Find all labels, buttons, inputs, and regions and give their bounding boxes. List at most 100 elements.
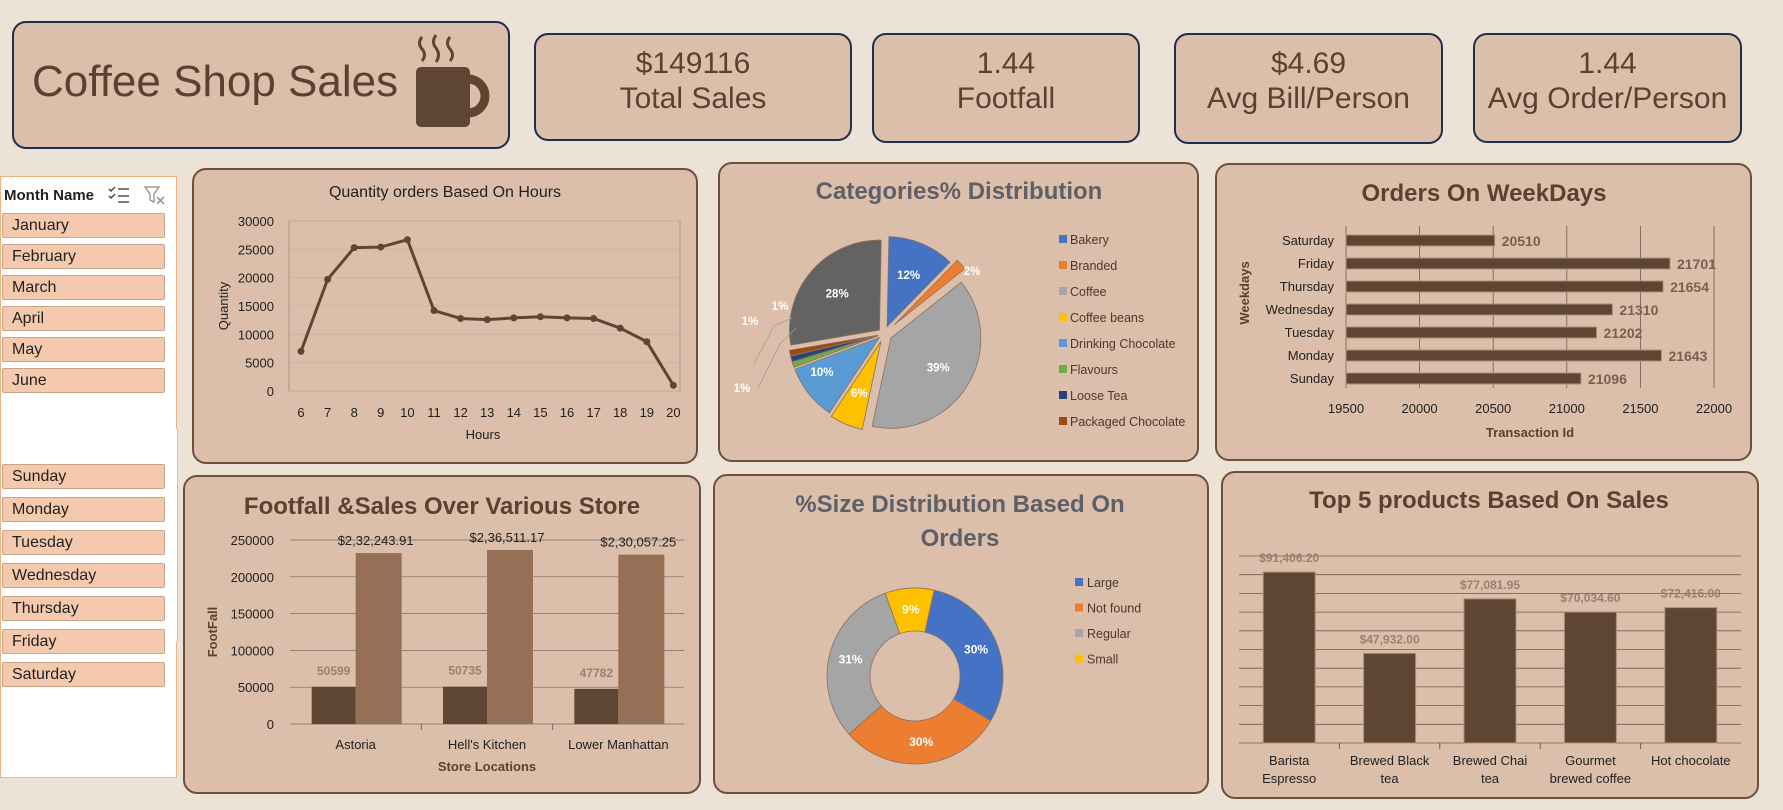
coffee-cup-icon bbox=[416, 34, 490, 127]
chart-title: Top 5 products Based On Sales bbox=[1309, 487, 1669, 514]
slicer-item[interactable]: Wednesday bbox=[2, 563, 165, 588]
chart-title: Categories% Distribution bbox=[816, 178, 1103, 205]
kpi-total-sales: $149116 Total Sales bbox=[534, 33, 852, 141]
legend-swatch bbox=[1075, 578, 1083, 586]
x-tick-label: 13 bbox=[480, 405, 494, 420]
bar bbox=[1563, 611, 1617, 744]
bar bbox=[618, 554, 665, 724]
x-tick-label: Gourmet bbox=[1565, 753, 1616, 768]
bar bbox=[1345, 303, 1613, 316]
multi-select-icon[interactable] bbox=[108, 185, 130, 205]
slice-label: 1% bbox=[734, 383, 751, 395]
data-point bbox=[403, 236, 411, 244]
pie-slice bbox=[789, 239, 882, 346]
bar bbox=[1345, 257, 1671, 270]
slicer-item[interactable]: May bbox=[2, 337, 165, 362]
slicer-item[interactable]: January bbox=[2, 213, 165, 238]
slicer-item[interactable]: Friday bbox=[2, 629, 165, 654]
y-tick-label: Tuesday bbox=[1285, 325, 1335, 340]
data-point bbox=[669, 381, 677, 389]
x-tick-label: 19500 bbox=[1328, 401, 1364, 416]
legend-swatch bbox=[1059, 261, 1067, 269]
slicer-item[interactable]: June bbox=[2, 368, 165, 393]
x-tick-label: 21500 bbox=[1622, 401, 1658, 416]
slicer-item[interactable]: Monday bbox=[2, 497, 165, 522]
slicer-item[interactable]: April bbox=[2, 306, 165, 331]
y-tick-label: 15000 bbox=[238, 299, 274, 314]
series-line bbox=[299, 237, 675, 387]
data-label: $2,36,511.17 bbox=[470, 530, 545, 545]
y-axis-label: FootFall bbox=[205, 607, 220, 658]
legend-item: Small bbox=[1087, 653, 1118, 667]
legend-item: Flavours bbox=[1070, 363, 1118, 377]
slice-label: 30% bbox=[909, 735, 933, 749]
bar bbox=[574, 688, 619, 724]
slice-label: 9% bbox=[902, 603, 920, 617]
kpi-avg-bill: $4.69 Avg Bill/Person bbox=[1174, 33, 1443, 144]
leader-line bbox=[753, 317, 793, 365]
legend-swatch bbox=[1059, 287, 1067, 295]
data-point bbox=[536, 313, 544, 321]
slice-label: 39% bbox=[927, 363, 950, 375]
x-axis-label: Hours bbox=[466, 427, 501, 442]
data-point bbox=[643, 338, 651, 346]
pie-slice bbox=[894, 259, 966, 325]
clear-filter-icon[interactable] bbox=[144, 185, 166, 205]
x-tick-label: 14 bbox=[507, 405, 521, 420]
y-axis-label: Weekdays bbox=[1237, 261, 1252, 324]
y-tick-label: 5000 bbox=[245, 356, 274, 371]
data-label: 21643 bbox=[1668, 348, 1707, 364]
legend-swatch bbox=[1075, 603, 1083, 612]
bar bbox=[487, 549, 533, 724]
data-label: $2,30,057.25 bbox=[600, 535, 676, 550]
y-tick-label: 20000 bbox=[238, 271, 274, 286]
legend-item: Loose Tea bbox=[1070, 389, 1128, 403]
kpi-value: 1.44 bbox=[1578, 47, 1637, 80]
kpi-value: $4.69 bbox=[1270, 47, 1347, 80]
panel-stores bbox=[183, 475, 701, 794]
legend-swatch bbox=[1059, 391, 1067, 399]
slicer-header: Month Name bbox=[2, 181, 177, 207]
kpi-avg-order: 1.44 Avg Order/Person bbox=[1473, 33, 1742, 143]
y-tick-label: 10000 bbox=[238, 327, 274, 342]
slicer-item[interactable]: Tuesday bbox=[2, 530, 165, 555]
x-tick-label: 9 bbox=[377, 405, 384, 420]
y-tick-label: 150000 bbox=[231, 607, 274, 622]
pie-slice bbox=[788, 334, 879, 357]
slicer-item[interactable]: Sunday bbox=[2, 464, 165, 489]
pie-slice bbox=[830, 341, 882, 430]
legend-swatch bbox=[1075, 629, 1083, 637]
bar bbox=[1262, 571, 1316, 744]
y-tick-label: 30000 bbox=[238, 214, 274, 229]
slicer-item[interactable]: February bbox=[2, 244, 165, 269]
slice-label: 6% bbox=[851, 388, 868, 400]
x-tick-label: 20500 bbox=[1475, 401, 1511, 416]
x-tick-label: 20000 bbox=[1402, 401, 1438, 416]
pie-slice bbox=[886, 236, 951, 328]
data-label: 21202 bbox=[1604, 325, 1643, 341]
data-label: $91,406.20 bbox=[1259, 551, 1319, 565]
chart-title: Orders On WeekDays bbox=[1361, 180, 1606, 207]
legend-item: Branded bbox=[1070, 259, 1117, 273]
y-axis-label: Quantity bbox=[216, 281, 231, 330]
data-point bbox=[377, 243, 385, 251]
kpi-label: Avg Bill/Person bbox=[1207, 82, 1410, 115]
data-label: 50735 bbox=[448, 664, 482, 678]
data-label: 47782 bbox=[580, 666, 614, 680]
slicer-item[interactable]: March bbox=[2, 275, 165, 300]
data-label: $47,932.00 bbox=[1360, 632, 1420, 646]
leader-line bbox=[757, 327, 797, 389]
data-point bbox=[616, 324, 624, 332]
slice-label: 2% bbox=[964, 266, 981, 278]
donut-slice bbox=[826, 592, 901, 735]
data-point bbox=[510, 314, 518, 322]
y-tick-label: 25000 bbox=[238, 242, 274, 257]
x-tick-label: 20 bbox=[666, 405, 680, 420]
data-label: 21096 bbox=[1588, 371, 1627, 387]
slicer-item[interactable]: Saturday bbox=[2, 662, 165, 687]
data-label: $70,034.60 bbox=[1560, 591, 1620, 605]
kpi-value: $149116 bbox=[635, 47, 751, 80]
y-tick-label: 200000 bbox=[231, 570, 274, 585]
slicer-item[interactable]: Thursday bbox=[2, 596, 165, 621]
